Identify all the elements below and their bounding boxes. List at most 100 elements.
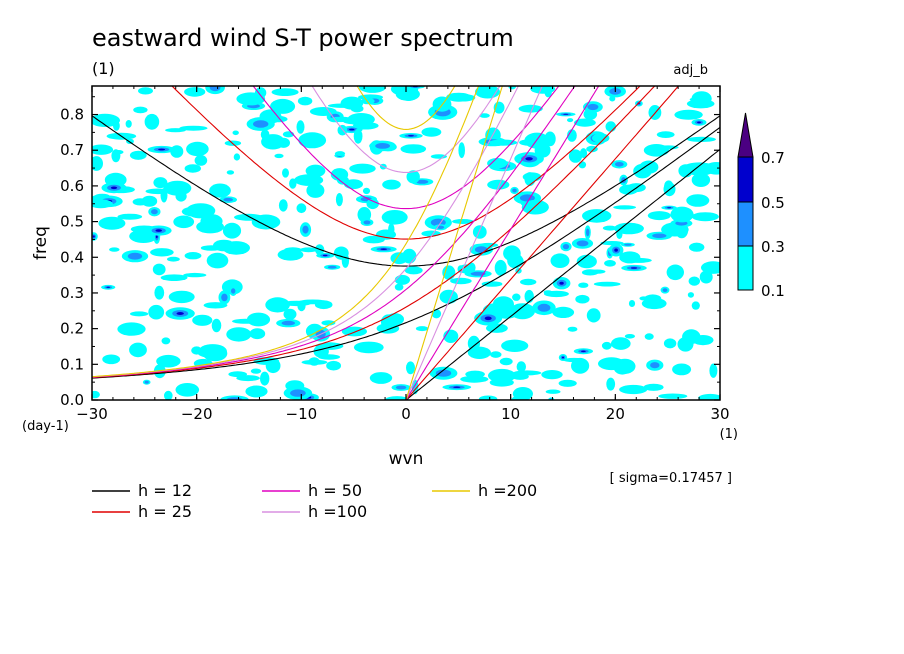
power-contour-0.1 — [704, 162, 720, 175]
power-contour-0.1 — [421, 127, 442, 137]
power-contour-0.1 — [395, 87, 420, 101]
power-contour-0.1 — [544, 86, 552, 98]
power-contour-0.1 — [154, 285, 165, 300]
power-contour-0.1 — [138, 87, 153, 95]
power-contour-0.5 — [408, 135, 414, 137]
power-contour-0.1 — [609, 95, 616, 102]
subtitle-right: adj_b — [673, 63, 708, 78]
power-contour-0.1 — [388, 223, 395, 236]
power-contour-0.1 — [297, 96, 313, 106]
power-contour-0.1 — [578, 282, 589, 288]
power-contour-0.1 — [132, 198, 148, 206]
power-contour-0.1 — [148, 304, 165, 320]
power-contour-0.1 — [511, 373, 529, 380]
power-contour-0.1 — [184, 87, 206, 97]
x-axis: −30 −20 −10 0 10 20 30 — [76, 86, 730, 423]
power-contour-0.1 — [117, 322, 146, 336]
dispersion-curve-kelvin-h25 — [405, 86, 680, 400]
x-tick-label: −30 — [76, 405, 108, 423]
power-contour-0.1 — [552, 306, 575, 318]
power-contour-0.1 — [605, 121, 617, 132]
power-contour-0.1 — [233, 153, 241, 161]
power-contour-0.1 — [516, 361, 526, 373]
power-contour-0.1 — [545, 389, 561, 394]
power-contour-0.1 — [260, 371, 270, 386]
power-contour-0.1 — [541, 370, 563, 380]
power-contour-0.1 — [129, 342, 147, 358]
power-contour-0.1 — [458, 142, 466, 159]
power-contour-0.1 — [669, 225, 686, 236]
power-contour-0.1 — [698, 393, 720, 400]
power-contour-0.1 — [501, 339, 529, 352]
power-contour-0.1 — [404, 266, 423, 275]
power-contour-0.1 — [598, 357, 625, 371]
power-contour-0.1 — [226, 170, 235, 175]
power-contour-0.1 — [298, 299, 328, 305]
power-contour-0.1 — [296, 120, 305, 134]
colorbar-segment — [737, 245, 754, 291]
power-contour-0.1 — [226, 327, 252, 342]
power-contour-0.3 — [253, 120, 269, 128]
power-contour-0.1 — [452, 219, 474, 224]
x-tick-label: −20 — [181, 405, 213, 423]
power-contour-0.1 — [647, 211, 671, 221]
power-contour-0.1 — [92, 199, 113, 209]
power-contour-0.1 — [197, 347, 220, 358]
power-contour-0.1 — [382, 179, 401, 190]
power-contour-0.1 — [442, 265, 456, 280]
power-contour-0.1 — [271, 88, 299, 96]
legend-label: h = 50 — [308, 481, 362, 500]
x-axis-label: wvn — [389, 449, 424, 469]
legend-label: h =100 — [308, 502, 367, 521]
power-contour-0.1 — [282, 168, 289, 178]
y-tick-label: 0.6 — [60, 177, 84, 195]
power-contour-0.1 — [92, 144, 114, 155]
power-contour-0.1 — [222, 222, 242, 239]
power-contour-0.1 — [674, 109, 703, 120]
power-contour-0.3 — [537, 303, 551, 312]
power-contour-0.1 — [406, 361, 415, 375]
power-contour-0.1 — [639, 296, 648, 301]
power-contour-0.1 — [232, 130, 239, 136]
power-contour-0.1 — [460, 375, 489, 383]
power-contour-0.1 — [133, 106, 148, 114]
power-contour-0.1 — [430, 154, 447, 159]
power-contour-0.1 — [274, 153, 284, 159]
dispersion-curve-mrg-h100 — [92, 86, 520, 378]
power-contour-0.5 — [563, 113, 569, 115]
power-contour-0.5 — [559, 281, 564, 285]
dispersion-curve-mrg-h50 — [92, 86, 576, 378]
power-contour-0.1 — [232, 318, 259, 324]
y-tick-label: 0.3 — [60, 284, 84, 302]
power-contour-0.1 — [160, 188, 168, 203]
legend-label: h = 12 — [138, 481, 192, 500]
power-contour-0.3 — [395, 385, 407, 390]
legend-label: h = 25 — [138, 502, 192, 521]
power-contour-0.3 — [576, 240, 589, 247]
dispersion-curve-kelvin-h100 — [405, 86, 543, 400]
power-contour-0.1 — [92, 390, 100, 399]
power-contour-0.1 — [643, 383, 664, 391]
dispersion-curve-ig-h12 — [92, 115, 720, 267]
power-contour-0.1 — [499, 357, 513, 366]
power-contour-0.3 — [144, 380, 149, 384]
power-contour-0.1 — [486, 323, 508, 333]
power-contour-0.1 — [507, 253, 523, 269]
y-tick-label: 0.7 — [60, 141, 84, 159]
power-contour-0.1 — [125, 120, 132, 128]
power-contour-0.5 — [92, 235, 95, 238]
legend-label: h =200 — [478, 481, 537, 500]
power-contour-0.1 — [400, 144, 427, 154]
power-contour-0.1 — [245, 385, 268, 398]
power-contour-0.1 — [581, 269, 599, 276]
power-contour-0.1 — [321, 320, 336, 326]
power-contour-0.5 — [158, 148, 166, 151]
power-contour-0.1 — [578, 161, 587, 169]
x-axis-unit: (1) — [720, 427, 738, 442]
power-contour-0.1 — [381, 210, 408, 225]
power-contour-0.1 — [179, 125, 208, 131]
power-contour-0.1 — [601, 341, 612, 350]
power-contour-0.1 — [294, 174, 324, 186]
power-contour-0.1 — [478, 395, 498, 400]
